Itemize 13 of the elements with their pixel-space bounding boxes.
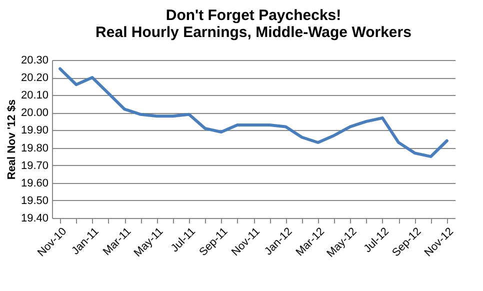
y-tick-label: 19.90	[20, 124, 48, 137]
y-tick-label: 19.80	[20, 142, 48, 154]
y-tick-label: 19.40	[20, 212, 48, 224]
y-tick-label: 20.30	[20, 54, 48, 66]
y-tick-label: 20.10	[20, 90, 48, 102]
y-tick-label: 20.20	[20, 72, 48, 84]
y-tick-label: 19.60	[20, 177, 48, 190]
y-tick-label: 19.70	[20, 160, 48, 172]
y-tick-label: 20.00	[20, 107, 48, 120]
y-tick-label: 19.50	[20, 194, 48, 207]
y-axis-title: Real Nov '12 $s	[6, 99, 18, 180]
chart-title: Don't Forget Paychecks! Real Hourly Earnings, Middle-Wage Workers	[96, 7, 412, 41]
line-series	[58, 67, 448, 158]
